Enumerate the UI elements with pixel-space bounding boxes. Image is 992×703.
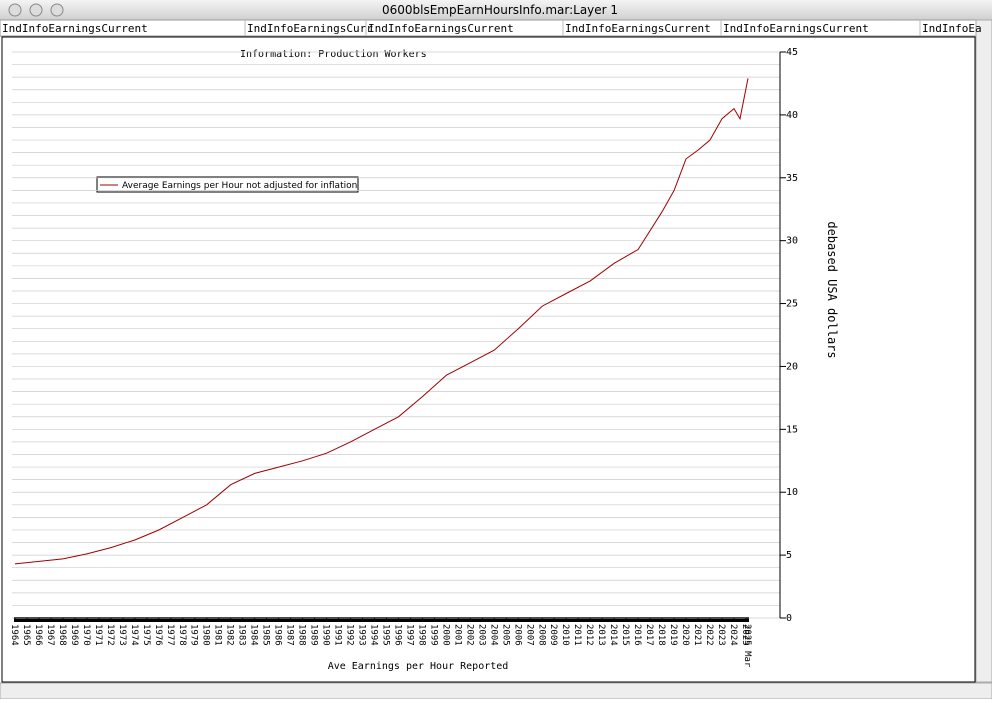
x-tick-label: 1966 — [33, 624, 43, 646]
scrollbar[interactable] — [975, 19, 992, 683]
x-tick-label: 2018 — [656, 624, 666, 646]
chart-frame — [1, 36, 976, 683]
x-tick-label: 1985 — [261, 624, 271, 646]
x-tick-label: 1968 — [57, 624, 67, 646]
chart-title: Information: Production Workers — [240, 49, 427, 60]
x-tick-label: 1999 — [428, 624, 438, 646]
header-row — [0, 19, 992, 37]
y-tick-label: 35 — [786, 173, 798, 184]
legend — [96, 176, 359, 193]
x-tick-label: 1971 — [93, 624, 103, 646]
x-tick-label: 2006 — [512, 624, 522, 646]
x-tick-label: 2012 — [584, 624, 594, 646]
x-tick-label: 1967 — [45, 624, 55, 646]
x-tick-label: 1979 — [189, 624, 199, 646]
close-button[interactable] — [8, 3, 22, 17]
x-tick-label: 1978 — [177, 624, 187, 646]
x-tick-label: 2017 — [644, 624, 654, 646]
x-axis-bar — [14, 617, 749, 622]
x-tick-label: 1972 — [105, 624, 115, 646]
x-tick-label: 2010 — [560, 624, 570, 646]
x-tick-label: 2003 — [476, 624, 486, 646]
x-tick-label: 2005 — [500, 624, 510, 646]
x-tick-label: 2025 Mar — [742, 624, 752, 668]
x-tick-label: 1965 — [21, 624, 31, 646]
x-tick-label: 1981 — [213, 624, 223, 646]
x-tick-label: 2021 — [692, 624, 702, 646]
x-tick-label: 1986 — [273, 624, 283, 646]
x-tick-label: 2023 — [716, 624, 726, 646]
x-tick-label: 1983 — [237, 624, 247, 646]
x-tick-label: 2022 — [704, 624, 714, 646]
x-tick-label: 1977 — [165, 624, 175, 646]
header-tab: IndInfoEa — [922, 22, 982, 35]
x-tick-label: 1996 — [392, 624, 402, 646]
x-tick-label: 1973 — [117, 624, 127, 646]
x-tick-label: 1995 — [380, 624, 390, 646]
x-tick-label: 2001 — [452, 624, 462, 646]
x-tick-label: 2016 — [632, 624, 642, 646]
series-line — [14, 78, 749, 565]
x-tick-label: 1982 — [225, 624, 235, 646]
x-tick-label: 1974 — [129, 624, 139, 646]
x-tick-label: 1990 — [321, 624, 331, 646]
x-tick-label: 1970 — [81, 624, 91, 646]
x-tick-label: 1984 — [249, 624, 259, 646]
title-bar — [0, 0, 992, 20]
x-tick-label: 1969 — [69, 624, 79, 646]
x-tick-label: 2020 — [680, 624, 690, 646]
y-tick-label: 15 — [786, 424, 798, 435]
header-tab: IndInfoEarningsCurrent — [368, 22, 514, 35]
h-scrollbar[interactable] — [0, 682, 992, 700]
x-tick-label: 1989 — [309, 624, 319, 646]
x-tick-label: 2015 — [620, 624, 630, 646]
x-tick-label: 1976 — [153, 624, 163, 646]
x-tick-label: 2008 — [536, 624, 546, 646]
minimize-button[interactable] — [29, 3, 43, 17]
x-tick-label: 2019 — [668, 624, 678, 646]
x-tick-label: 1992 — [345, 624, 355, 646]
x-tick-label: 2014 — [608, 624, 618, 646]
y-tick-label: 25 — [786, 299, 798, 310]
header-tab: IndInfoEarningsCurr — [247, 22, 373, 35]
y-tick-label: 30 — [786, 236, 798, 247]
x-tick-label: 2000 — [440, 624, 450, 646]
x-tick-label: 1975 — [141, 624, 151, 646]
x-tick-label: 2013 — [596, 624, 606, 646]
x-tick-label: 2002 — [464, 624, 474, 646]
window-title: 0600blsEmpEarnHoursInfo.mar:Layer 1 — [382, 3, 618, 17]
x-axis-label: Ave Earnings per Hour Reported — [328, 661, 509, 672]
y-axis-label: debased USA dollars — [825, 221, 839, 358]
y-tick-label: 5 — [786, 550, 792, 561]
header-tab: IndInfoEarningsCurrent — [565, 22, 711, 35]
x-tick-label: 1994 — [368, 624, 378, 646]
x-tick-label: 2004 — [488, 624, 498, 646]
header-tab: IndInfoEarningsCurrent — [2, 22, 148, 35]
header-tab: IndInfoEarningsCurrent — [723, 22, 869, 35]
x-tick-label: 2025 — [740, 624, 750, 646]
x-tick-label: 1993 — [357, 624, 367, 646]
x-tick-label: 1980 — [201, 624, 211, 646]
x-tick-label: 2011 — [572, 624, 582, 646]
y-tick-label: 45 — [786, 47, 798, 58]
x-tick-label: 2009 — [548, 624, 558, 646]
zoom-button[interactable] — [50, 3, 64, 17]
x-tick-label: 1997 — [404, 624, 414, 646]
legend-label: Average Earnings per Hour not adjusted f… — [122, 181, 357, 191]
y-tick-label: 0 — [786, 613, 792, 624]
x-tick-label: 2007 — [524, 624, 534, 646]
y-tick-label: 40 — [786, 110, 798, 121]
x-tick-label: 1988 — [297, 624, 307, 646]
y-tick-label: 20 — [786, 361, 798, 372]
x-tick-label: 1998 — [416, 624, 426, 646]
x-tick-label: 2024 — [728, 624, 738, 646]
x-tick-label: 1991 — [333, 624, 343, 646]
x-tick-label: 1987 — [285, 624, 295, 646]
y-tick-label: 10 — [786, 487, 798, 498]
x-tick-label: 1964 — [9, 624, 19, 646]
